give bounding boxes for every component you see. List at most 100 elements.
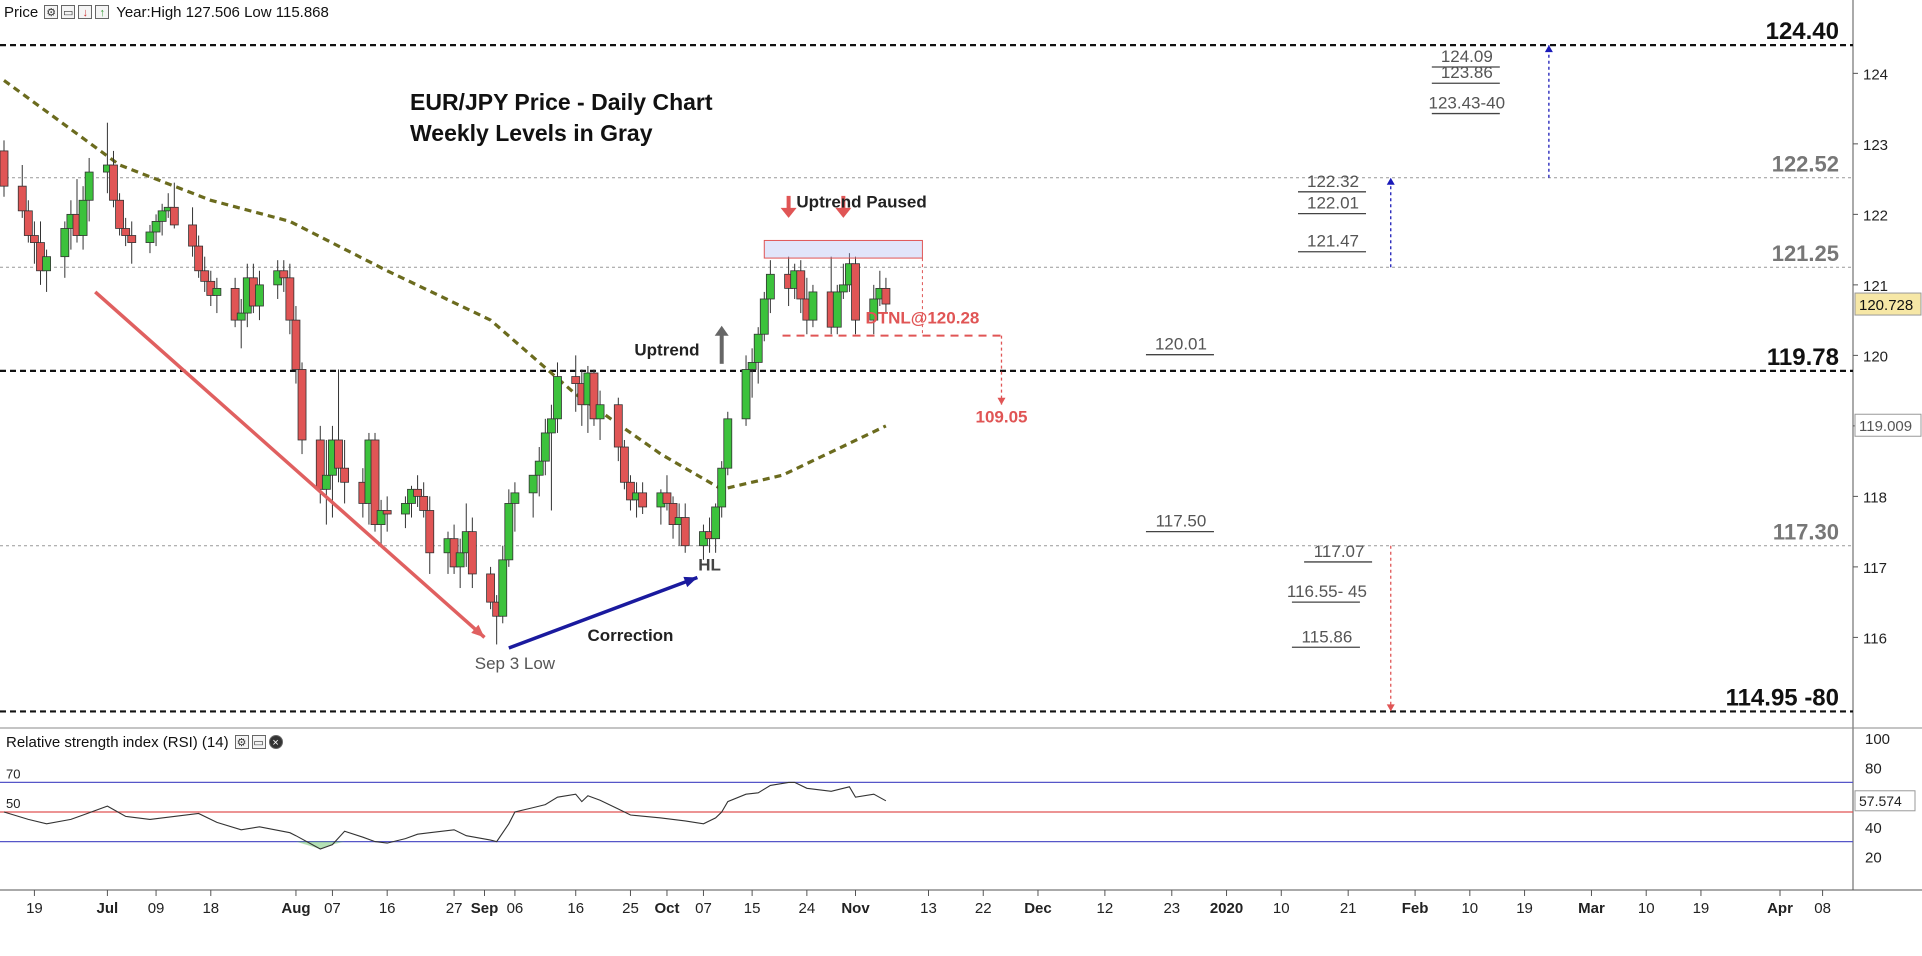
candle-body[interactable]: [419, 495, 429, 511]
candle-body[interactable]: [668, 503, 678, 525]
candle-body[interactable]: [382, 510, 392, 515]
down-arrow-icon[interactable]: ↓: [78, 5, 93, 19]
candle-body[interactable]: [498, 559, 508, 617]
candle-body[interactable]: [145, 231, 155, 243]
candle-body[interactable]: [236, 312, 246, 321]
x-axis-tick-label: Apr: [1767, 900, 1793, 917]
x-axis-tick-label: 19: [26, 900, 43, 917]
candle-body[interactable]: [455, 552, 465, 568]
candle-body[interactable]: [747, 362, 757, 370]
candle-body[interactable]: [127, 235, 137, 243]
candle-body[interactable]: [200, 270, 210, 282]
up-arrow-icon[interactable]: ↑: [95, 5, 110, 19]
weekly-level-label: 124.09: [1441, 47, 1493, 66]
candle-body[interactable]: [662, 492, 672, 504]
candle-body[interactable]: [796, 270, 806, 300]
candle-body[interactable]: [547, 418, 556, 434]
candle-body[interactable]: [23, 210, 33, 236]
candle-body[interactable]: [151, 221, 161, 233]
candle-body[interactable]: [169, 206, 179, 226]
rsi-value-tag: 57.574: [1859, 793, 1902, 809]
candle-body[interactable]: [30, 235, 39, 243]
candle-body[interactable]: [753, 333, 763, 363]
candle-body[interactable]: [626, 481, 635, 501]
candle-body[interactable]: [279, 270, 289, 279]
candle-body[interactable]: [553, 376, 562, 420]
candle-body[interactable]: [109, 164, 118, 201]
y-axis-tick-label: 122: [1863, 207, 1888, 224]
moving-average-line: [3, 79, 887, 492]
candle-body[interactable]: [534, 460, 544, 476]
wrench-icon[interactable]: ⚙: [234, 735, 249, 749]
weekly-level-label: 120.01: [1155, 335, 1207, 354]
candle-body[interactable]: [230, 287, 240, 321]
candle-body[interactable]: [486, 573, 495, 603]
candle-body[interactable]: [115, 199, 124, 229]
candle-body[interactable]: [297, 369, 307, 441]
candle-body[interactable]: [334, 439, 343, 469]
candle-body[interactable]: [723, 418, 733, 469]
candle-body[interactable]: [589, 372, 599, 420]
candle-body[interactable]: [869, 298, 879, 321]
candle-body[interactable]: [291, 319, 301, 370]
candle-body[interactable]: [285, 277, 295, 321]
candle-body[interactable]: [255, 284, 264, 307]
candle-body[interactable]: [638, 492, 648, 508]
candle-body[interactable]: [194, 245, 204, 272]
candle-body[interactable]: [413, 488, 422, 497]
candle-body[interactable]: [680, 517, 690, 547]
window-icon[interactable]: ▭: [61, 5, 76, 19]
current-price-tag-box: [1854, 292, 1922, 316]
candle-body[interactable]: [765, 273, 775, 300]
candle-body[interactable]: [595, 404, 605, 420]
candle-body[interactable]: [540, 432, 550, 462]
candle-body[interactable]: [759, 298, 769, 335]
correction-arrow: [508, 575, 698, 650]
candle-body[interactable]: [504, 503, 514, 561]
rsi-axis-tick-label: 100: [1865, 731, 1890, 748]
candle-body[interactable]: [121, 228, 131, 236]
candle-body[interactable]: [321, 474, 331, 490]
candle-body[interactable]: [212, 287, 222, 296]
candle-body[interactable]: [340, 467, 350, 483]
x-axis-tick-label: 22: [975, 900, 992, 917]
candle-body[interactable]: [613, 404, 623, 448]
y-axis-tick-label: 123: [1863, 137, 1888, 154]
candle-body[interactable]: [510, 492, 520, 504]
candle-body[interactable]: [717, 467, 727, 508]
candle-body[interactable]: [376, 510, 386, 525]
window-icon[interactable]: ▭: [251, 735, 266, 749]
candle-body[interactable]: [528, 474, 538, 494]
candle-body[interactable]: [571, 376, 581, 384]
annotation-text: Uptrend Paused: [796, 192, 926, 211]
candle-body[interactable]: [60, 228, 70, 258]
candle-body[interactable]: [78, 199, 88, 236]
x-axis-tick-label: Mar: [1578, 900, 1605, 917]
candle-body[interactable]: [42, 256, 51, 272]
candle-body[interactable]: [832, 291, 842, 328]
weekly-level-label: 123.43-40: [1429, 94, 1506, 113]
candle-body[interactable]: [0, 150, 9, 187]
close-icon[interactable]: ×: [268, 735, 283, 749]
candle-body[interactable]: [711, 506, 721, 540]
neckline-projection-arrow-head: [997, 397, 1006, 405]
candle-body[interactable]: [84, 171, 94, 201]
annotation-text: HL: [698, 555, 721, 574]
candle-body[interactable]: [188, 224, 197, 247]
candle-body[interactable]: [838, 284, 848, 293]
x-axis-tick-label: 27: [446, 900, 463, 917]
candle-body[interactable]: [157, 210, 167, 222]
wrench-icon[interactable]: ⚙: [44, 5, 59, 19]
candle-body[interactable]: [467, 531, 477, 575]
candle-body[interactable]: [370, 439, 380, 525]
candle-body[interactable]: [17, 185, 27, 212]
weekly-level-label: 122.01: [1307, 194, 1359, 213]
candle-body[interactable]: [741, 369, 751, 420]
candle-body[interactable]: [808, 291, 818, 321]
candle-body[interactable]: [851, 263, 860, 321]
candle-body[interactable]: [425, 510, 435, 554]
candle-body[interactable]: [401, 503, 410, 515]
candle-body[interactable]: [619, 446, 629, 483]
decline-arrow-head: [471, 624, 485, 638]
candle-body[interactable]: [881, 287, 891, 305]
